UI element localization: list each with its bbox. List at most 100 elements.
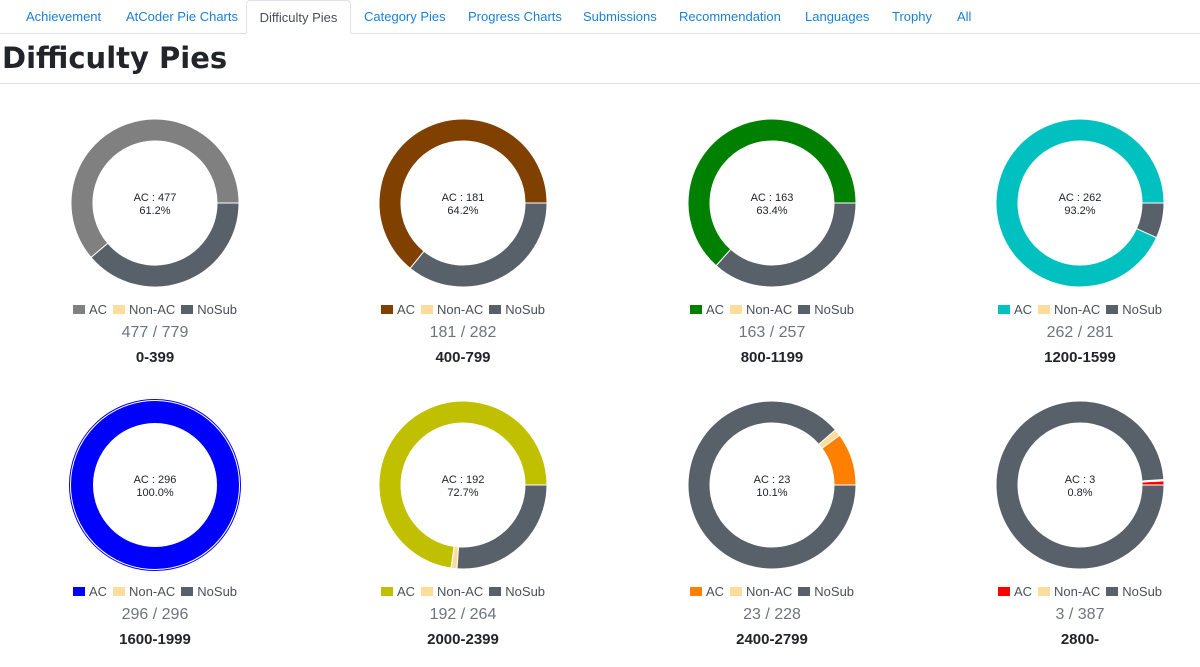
legend-swatch-nosub [489, 587, 502, 596]
pie-center-ac-count: AC : 181 [442, 192, 485, 204]
legend-item-ac[interactable]: AC [997, 302, 1032, 317]
legend-item-nonac[interactable]: Non-AC [730, 584, 792, 599]
pie-card: AC : 23 10.1% AC Non-AC NoSub 23 / 228 2400-27… [622, 396, 922, 666]
tab-submissions[interactable]: Submissions [583, 9, 657, 24]
legend-swatch-nonac [421, 587, 434, 596]
legend-label-nosub: NoSub [814, 584, 855, 599]
legend-label-nonac: Non-AC [129, 584, 176, 599]
legend-item-ac[interactable]: AC [72, 302, 108, 317]
legend-label-nosub: NoSub [505, 302, 546, 317]
legend-label-nonac: Non-AC [437, 302, 484, 317]
pie-slice-ac[interactable] [378, 118, 548, 270]
legend-item-nonac[interactable]: Non-AC [113, 302, 175, 317]
pie-difficulty-range: 1200-1599 [1044, 349, 1116, 366]
legend-item-nosub[interactable]: NoSub [1106, 302, 1162, 317]
legend-label-ac: AC [396, 584, 416, 599]
legend-item-nonac[interactable]: Non-AC [730, 302, 792, 317]
legend-label-nosub: NoSub [1122, 584, 1163, 599]
tab-languages[interactable]: Languages [805, 9, 870, 24]
tab-all[interactable]: All [957, 9, 972, 24]
tab-trophy[interactable]: Trophy [892, 9, 932, 24]
pie-card: AC : 192 72.7% AC Non-AC NoSub 192 / 264 2000-… [313, 396, 613, 666]
pie-center-ac-count: AC : 163 [751, 192, 794, 204]
pie-ratio: 262 / 281 [1046, 324, 1114, 341]
pie-difficulty-range: 800-1199 [740, 349, 804, 366]
pie-slice-nosub[interactable] [90, 202, 240, 288]
pie-card: AC : 3 0.8% AC Non-AC NoSub 3 / 387 2800- [930, 396, 1200, 666]
legend-item-nonac[interactable]: Non-AC [421, 302, 483, 317]
pie-slice-ac[interactable] [687, 118, 857, 267]
pie-center-ac-count: AC : 23 [754, 474, 791, 486]
legend-item-nonac[interactable]: Non-AC [421, 584, 483, 599]
pie-slice-nosub[interactable] [456, 484, 548, 570]
legend-swatch-ac [72, 305, 85, 314]
pie-center-ac-percent: 93.2% [1064, 205, 1095, 217]
legend-item-ac[interactable]: AC [997, 584, 1032, 599]
pie-ratio: 477 / 779 [121, 324, 189, 341]
tab-category-pies[interactable]: Category Pies [364, 9, 446, 24]
legend-label-nonac: Non-AC [746, 584, 793, 599]
pie-center-ac-count: AC : 477 [134, 192, 177, 204]
legend-swatch-nosub [1106, 587, 1119, 596]
tab-recommendation[interactable]: Recommendation [679, 9, 781, 24]
pie-slice-ac[interactable] [70, 118, 240, 259]
pie-legend: AC Non-AC NoSub [622, 584, 922, 599]
legend-item-ac[interactable]: AC [72, 584, 108, 599]
legend-item-nosub[interactable]: NoSub [1106, 584, 1162, 599]
legend-label-nonac: Non-AC [1054, 584, 1101, 599]
legend-item-ac[interactable]: AC [380, 584, 416, 599]
pie-slice-ac[interactable] [378, 400, 548, 569]
legend-item-nosub[interactable]: NoSub [181, 302, 237, 317]
pie-slice-ac[interactable] [71, 401, 239, 569]
legend-item-nonac[interactable]: Non-AC [113, 584, 175, 599]
legend-swatch-nonac [113, 587, 126, 596]
pie-center-ac-percent: 64.2% [447, 205, 478, 217]
pie-legend: AC Non-AC NoSub [622, 302, 922, 317]
tab-progress-charts[interactable]: Progress Charts [468, 9, 562, 24]
pie-center-ac-count: AC : 262 [1059, 192, 1102, 204]
legend-item-nosub[interactable]: NoSub [798, 584, 854, 599]
legend-label-nonac: Non-AC [129, 302, 176, 317]
pie-card: AC : 181 64.2% AC Non-AC NoSub 181 / 282 400-7… [313, 114, 613, 384]
legend-item-nonac[interactable]: Non-AC [1038, 302, 1100, 317]
pie-slice-nosub[interactable] [715, 202, 857, 288]
legend-item-ac[interactable]: AC [380, 302, 415, 317]
pie-slice-nosub[interactable] [995, 400, 1165, 570]
legend-item-ac[interactable]: AC [689, 584, 724, 599]
title-divider [0, 83, 1200, 84]
legend-item-ac[interactable]: AC [689, 302, 724, 317]
legend-item-nosub[interactable]: NoSub [489, 584, 545, 599]
legend-swatch-nosub [489, 305, 502, 314]
tab-atcoder-pie-charts[interactable]: AtCoder Pie Charts [126, 9, 238, 24]
pie-center-ac-percent: 63.4% [756, 205, 787, 217]
pie-difficulty-range: 2800- [1060, 631, 1100, 648]
pie-slice-ac[interactable] [995, 118, 1165, 288]
pie-chart: AC : 30.8% [995, 400, 1165, 570]
legend-item-nonac[interactable]: Non-AC [1038, 584, 1100, 599]
pie-legend: AC Non-AC NoSub [930, 302, 1200, 317]
tab-difficulty-pies[interactable]: Difficulty Pies [246, 0, 351, 34]
pie-center-ac-percent: 72.7% [447, 487, 478, 499]
pie-ratio: 163 / 257 [738, 324, 806, 341]
pie-legend: AC Non-AC NoSub [313, 584, 613, 599]
legend-item-nosub[interactable]: NoSub [798, 302, 854, 317]
pie-slice-nosub[interactable] [1135, 202, 1165, 239]
legend-label-ac: AC [88, 584, 108, 599]
legend-swatch-nonac [730, 305, 743, 314]
legend-swatch-nosub [1106, 305, 1119, 314]
legend-item-nosub[interactable]: NoSub [489, 302, 545, 317]
legend-label-nonac: Non-AC [1054, 302, 1101, 317]
legend-item-nosub[interactable]: NoSub [181, 584, 237, 599]
tab-achievement[interactable]: Achievement [26, 9, 102, 24]
pie-slice-nosub[interactable] [687, 400, 857, 570]
pie-slice-nosub[interactable] [409, 202, 548, 288]
pie-ratio: 23 / 228 [743, 606, 801, 623]
legend-label-ac: AC [88, 302, 108, 317]
pie-difficulty-range: 400-799 [435, 349, 491, 366]
pie-ratio: 181 / 282 [429, 324, 497, 341]
